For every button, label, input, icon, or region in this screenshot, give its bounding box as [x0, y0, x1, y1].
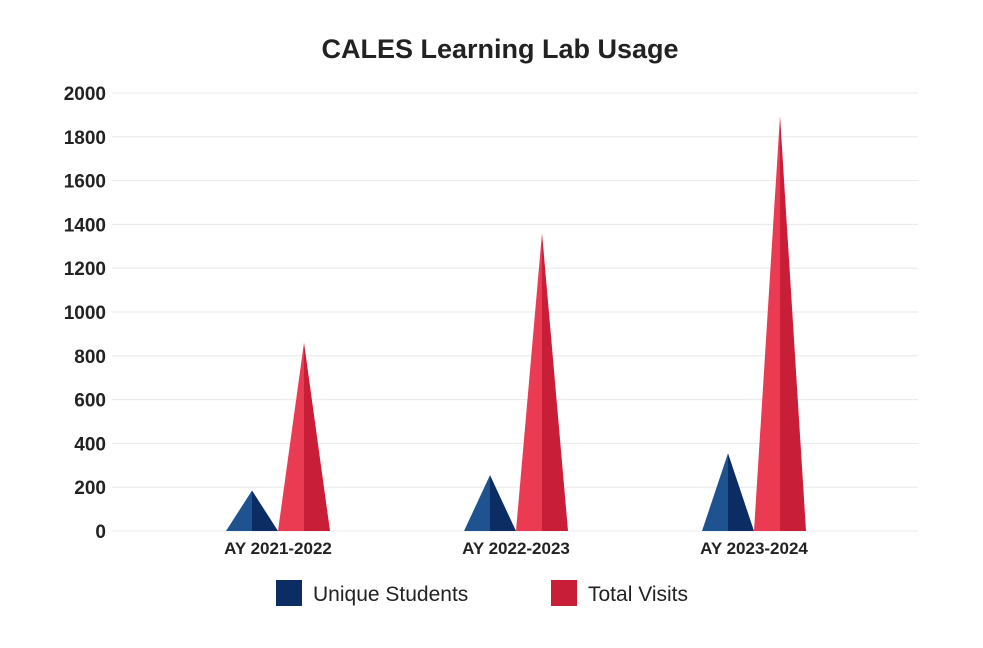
bar-face-right — [728, 453, 754, 531]
y-tick-label: 1800 — [64, 128, 106, 149]
y-tick-label: 400 — [74, 434, 106, 455]
bar-total-visits — [754, 115, 806, 532]
gridlines — [112, 92, 918, 532]
legend: Unique Students Total Visits — [276, 580, 688, 606]
y-tick-label: 0 — [95, 522, 106, 543]
y-tick-label: 1000 — [64, 303, 106, 324]
y-tick-label: 800 — [74, 347, 106, 368]
y-tick-label: 600 — [74, 391, 106, 412]
bar-face-left — [754, 115, 780, 532]
y-tick-label: 2000 — [64, 84, 106, 105]
bar-face-left — [464, 475, 490, 531]
bar-total-visits — [278, 342, 330, 531]
legend-swatch — [276, 580, 302, 606]
y-tick-label: 1400 — [64, 215, 106, 236]
bar-face-right — [252, 490, 278, 531]
bar-face-right — [780, 115, 806, 532]
legend-label: Total Visits — [588, 583, 688, 606]
bar-face-left — [278, 342, 304, 531]
bar-face-left — [702, 453, 728, 531]
bar-unique-students — [702, 453, 754, 531]
x-tick-label: AY 2021-2022 — [224, 539, 332, 558]
legend-swatch — [551, 580, 577, 606]
y-tick-label: 200 — [74, 478, 106, 499]
x-axis-ticks: AY 2021-2022 AY 2022-2023 AY 2023-2024 — [224, 539, 808, 558]
bar-face-left — [226, 490, 252, 531]
bar-face-right — [304, 342, 330, 531]
x-tick-label: AY 2022-2023 — [462, 539, 570, 558]
legend-item-unique-students: Unique Students — [276, 580, 468, 606]
x-tick-label: AY 2023-2024 — [700, 539, 808, 558]
y-tick-label: 1200 — [64, 259, 106, 280]
bar-unique-students — [226, 490, 278, 531]
bar-face-right — [542, 233, 568, 531]
legend-item-total-visits: Total Visits — [551, 580, 688, 606]
bar-face-right — [490, 475, 516, 531]
bar-face-left — [516, 233, 542, 531]
y-tick-label: 1600 — [64, 172, 106, 193]
chart-title: CALES Learning Lab Usage — [321, 34, 678, 64]
bar-unique-students — [464, 475, 516, 531]
y-axis-ticks: 0 200 400 600 800 1000 1200 1400 1600 1800 2000 — [64, 84, 106, 543]
bars — [226, 115, 806, 532]
bar-total-visits — [516, 233, 568, 531]
legend-label: Unique Students — [313, 583, 468, 606]
